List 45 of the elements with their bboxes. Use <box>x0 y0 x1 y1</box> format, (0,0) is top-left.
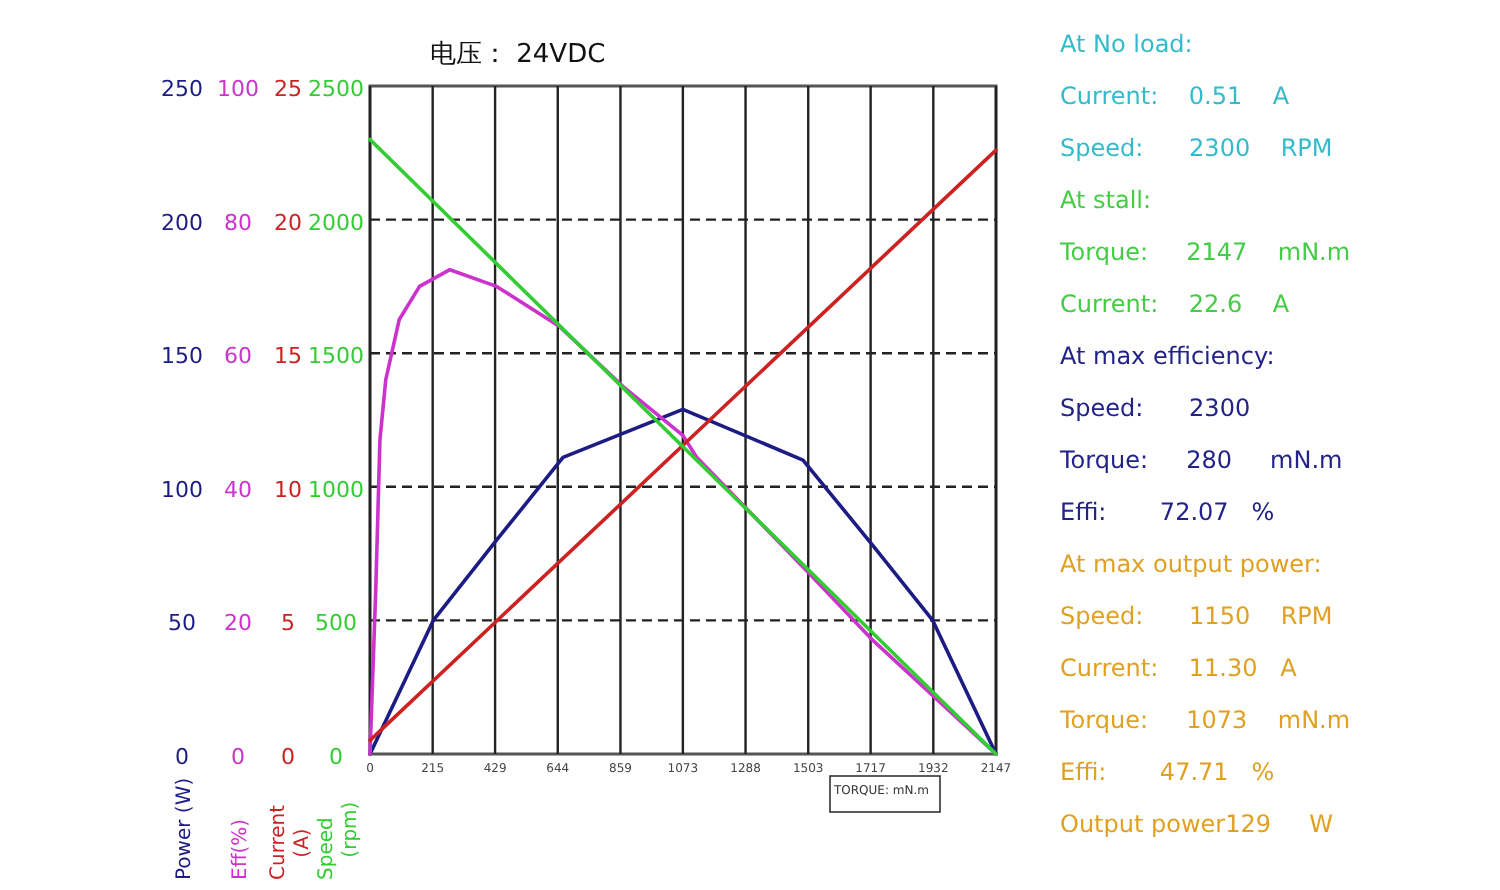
title: 电压： 24VDC <box>430 40 606 70</box>
y-tick-label: 0 <box>281 744 295 770</box>
y-tick-label: 60 <box>224 343 252 370</box>
annotation: Torque: 1073 mN.m <box>1060 706 1351 734</box>
y-axis-title: Eff(%) <box>230 818 252 880</box>
y-tick-label: 200 <box>161 209 203 236</box>
annotation: Output power129 W <box>1060 810 1333 838</box>
y-axis-title: Power (W) <box>174 777 196 880</box>
annotation: Torque: 2147 mN.m <box>1060 238 1351 266</box>
y-tick-label: 100 <box>217 76 259 102</box>
y-tick-label: 2500 <box>308 76 364 102</box>
y-tick-label: 500 <box>315 610 357 637</box>
y-tick-label: 250 <box>161 76 203 102</box>
y-tick-label: 25 <box>274 76 302 102</box>
annotation: At max output power: <box>1060 550 1322 578</box>
annotation: Speed: 2300 RPM <box>1060 134 1333 162</box>
y-tick-label: 0 <box>231 744 245 770</box>
y-tick-label: 0 <box>329 744 343 770</box>
y-tick-label: 150 <box>161 343 203 370</box>
annotation: Speed: 1150 RPM <box>1060 602 1333 630</box>
y-tick-label: 100 <box>161 476 203 503</box>
annotation: At No load: <box>1060 30 1193 58</box>
annotation: Effi: 72.07 % <box>1060 498 1275 526</box>
y-tick-label: 1500 <box>308 343 364 370</box>
y-tick-label: 50 <box>168 610 196 637</box>
annotation: Torque: 280 mN.m <box>1060 446 1343 474</box>
annotation: At max efficiency: <box>1060 342 1275 370</box>
annotation: Current: 22.6 A <box>1060 290 1290 318</box>
y-axis-title: Speed (rpm) <box>316 801 362 880</box>
y-tick-label: 1000 <box>308 476 364 503</box>
y-tick-label: 15 <box>274 343 302 370</box>
y-tick-label: 2000 <box>308 209 364 236</box>
annotation: Current: 0.51 A <box>1060 82 1290 110</box>
annotation: Effi: 47.71 % <box>1060 758 1275 786</box>
y-tick-label: 20 <box>224 610 252 637</box>
y-tick-label: 80 <box>224 209 252 236</box>
annotation: At stall: <box>1060 186 1152 214</box>
y-axis-title: Current (A) <box>268 804 314 880</box>
annotation: Speed: 2300 <box>1060 394 1251 422</box>
y-tick-label: 5 <box>281 610 295 637</box>
y-tick-label: 40 <box>224 476 252 503</box>
y-tick-label: 10 <box>274 476 302 503</box>
annotation: Current: 11.30 A <box>1060 654 1297 682</box>
y-tick-label: 20 <box>274 209 302 236</box>
y-tick-label: 0 <box>175 744 189 770</box>
